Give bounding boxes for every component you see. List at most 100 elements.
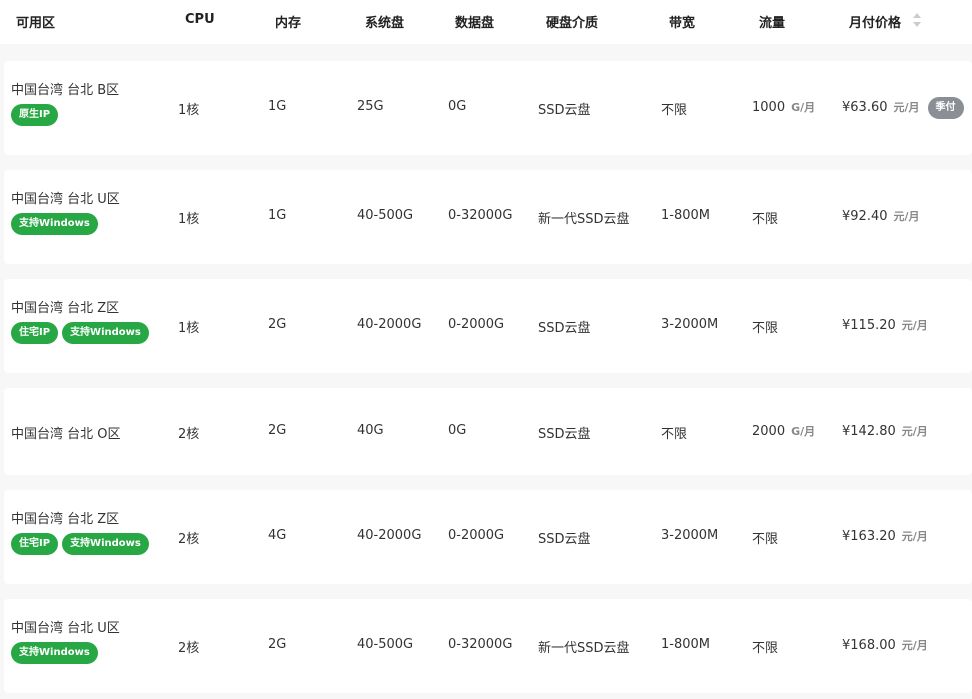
cell-price: ¥168.00 元/月 — [842, 637, 928, 653]
zone-tags: 住宅IP 支持Windows — [11, 533, 149, 555]
cell-cpu: 1核 — [178, 321, 200, 336]
cell-sys: 40-2000G — [357, 317, 422, 332]
header-traffic[interactable]: 流量 — [759, 16, 786, 31]
cell-mem: 2G — [268, 422, 287, 438]
table-row[interactable]: 中国台湾 台北 Z区住宅IP 支持Windows 1核 2G 40-2000G 0-200… — [4, 279, 972, 373]
table-row[interactable]: 中国台湾 台北 B区原生IP 1核 1G 25G 0G SSD云盘 不限 1000 G/月 ¥63… — [4, 61, 972, 155]
cell-price: ¥63.60 元/月 季付 — [842, 96, 964, 120]
cell-data: 0-2000G — [448, 317, 505, 332]
cell-mem: 2G — [268, 637, 287, 652]
cell-data: 0-2000G — [448, 528, 505, 543]
feature-tag: 住宅IP — [11, 322, 59, 344]
traffic-value: 1000 — [752, 100, 786, 115]
price-value: ¥142.80 — [842, 423, 896, 439]
cell-sys: 40-500G — [357, 208, 414, 223]
cell-traffic: 不限 — [752, 637, 778, 656]
cell-bw: 不限 — [661, 103, 688, 118]
price-unit: 元/月 — [893, 210, 920, 223]
cell-cpu: 2核 — [178, 641, 200, 656]
feature-tag: 支持Windows — [11, 642, 98, 664]
traffic-value: 2000 — [752, 423, 786, 439]
cell-mem: 4G — [268, 528, 287, 543]
header-memory: 内存 — [275, 16, 302, 31]
zone-tags: 支持Windows — [11, 642, 98, 664]
cell-media: SSD云盘 — [538, 426, 591, 442]
header-cpu: CPU — [185, 12, 215, 27]
price-value: ¥163.20 — [842, 529, 896, 544]
cell-mem: 1G — [268, 99, 287, 114]
traffic-value: 不限 — [752, 641, 779, 656]
zone-tags: 支持Windows — [11, 213, 98, 235]
cell-data: 0G — [448, 99, 467, 114]
table-header: 可用区 CPU 内存 系统盘 数据盘 硬盘介质 带宽 流量 月付价格 — [0, 0, 972, 44]
zone-tags: 原生IP — [11, 104, 59, 126]
cell-data: 0-32000G — [448, 637, 513, 652]
cell-bw: 3-2000M — [661, 317, 719, 332]
header-monthly-price[interactable]: 月付价格 — [849, 16, 902, 31]
cell-sys: 40G — [357, 422, 384, 438]
price-value: ¥63.60 — [842, 100, 888, 115]
table-row[interactable]: 中国台湾 台北 O区 2核 2G 40G 0G SSD云盘 不限 2000 G/月 ¥142.80… — [4, 388, 972, 475]
cell-bw: 3-2000M — [661, 528, 719, 543]
cell-cpu: 2核 — [178, 426, 200, 442]
cell-media: SSD云盘 — [538, 103, 591, 118]
cell-media: SSD云盘 — [538, 321, 591, 336]
zone-name: 中国台湾 台北 Z区 — [11, 301, 120, 316]
cell-bw: 1-800M — [661, 208, 710, 223]
feature-tag: 原生IP — [11, 104, 59, 126]
traffic-unit: G/月 — [791, 424, 816, 438]
cell-bw: 不限 — [661, 426, 688, 442]
cell-mem: 2G — [268, 317, 287, 332]
cell-bw: 1-800M — [661, 637, 710, 652]
cell-traffic: 不限 — [752, 528, 778, 547]
cell-price: ¥163.20 元/月 — [842, 528, 928, 544]
cell-cpu: 1核 — [178, 103, 200, 118]
header-bandwidth: 带宽 — [669, 16, 696, 31]
header-data-disk: 数据盘 — [455, 16, 495, 31]
feature-tag: 支持Windows — [62, 533, 149, 555]
price-value: ¥168.00 — [842, 638, 896, 653]
zone-name: 中国台湾 台北 B区 — [11, 83, 120, 98]
cell-data: 0G — [448, 422, 467, 438]
zone-tags: 住宅IP 支持Windows — [11, 322, 149, 344]
feature-tag: 支持Windows — [62, 322, 149, 344]
cell-traffic: 不限 — [752, 208, 778, 227]
cell-data: 0-32000G — [448, 208, 513, 223]
zone-name: 中国台湾 台北 Z区 — [11, 512, 120, 527]
table-row[interactable]: 中国台湾 台北 Z区住宅IP 支持Windows 2核 4G 40-2000G 0-200… — [4, 490, 972, 584]
cell-price: ¥142.80 元/月 — [842, 423, 928, 439]
zone-name: 中国台湾 台北 U区 — [11, 192, 120, 207]
traffic-value: 不限 — [752, 532, 779, 547]
cell-sys: 40-500G — [357, 637, 414, 652]
billing-badge[interactable]: 季付 — [927, 96, 964, 119]
traffic-value: 不限 — [752, 212, 779, 227]
feature-tag: 住宅IP — [11, 533, 59, 555]
cell-sys: 25G — [357, 99, 384, 114]
table-row[interactable]: 中国台湾 台北 U区 支持Windows 2核 2G 40-500G 0-32000G 新一… — [4, 599, 972, 693]
price-unit: 元/月 — [893, 101, 920, 114]
cell-traffic: 1000 G/月 — [752, 99, 815, 115]
sort-icon[interactable] — [912, 13, 922, 31]
cell-price: ¥115.20 元/月 — [842, 317, 928, 333]
traffic-unit: G/月 — [791, 101, 816, 114]
cell-media: SSD云盘 — [538, 532, 591, 547]
price-value: ¥115.20 — [842, 318, 896, 333]
cell-traffic: 2000 G/月 — [752, 423, 815, 439]
table-row[interactable]: 中国台湾 台北 U区支持Windows 1核 1G 40-500G 0-32000G 新一… — [4, 170, 972, 264]
zone-name: 中国台湾 台北 U区 — [11, 621, 120, 636]
price-unit: 元/月 — [901, 424, 928, 438]
cell-mem: 1G — [268, 208, 287, 223]
cell-sys: 40-2000G — [357, 528, 422, 543]
cell-cpu: 1核 — [178, 212, 200, 227]
header-disk-media: 硬盘介质 — [546, 16, 599, 31]
traffic-value: 不限 — [752, 321, 779, 336]
zone-name: 中国台湾 台北 O区 — [11, 426, 121, 442]
cell-traffic: 不限 — [752, 317, 778, 336]
cell-cpu: 2核 — [178, 532, 200, 547]
price-unit: 元/月 — [901, 639, 928, 652]
cell-media: 新一代SSD云盘 — [538, 212, 630, 227]
feature-tag: 支持Windows — [11, 213, 98, 235]
cell-price: ¥92.40 元/月 — [842, 208, 920, 224]
price-value: ¥92.40 — [842, 209, 888, 224]
price-unit: 元/月 — [901, 530, 928, 543]
